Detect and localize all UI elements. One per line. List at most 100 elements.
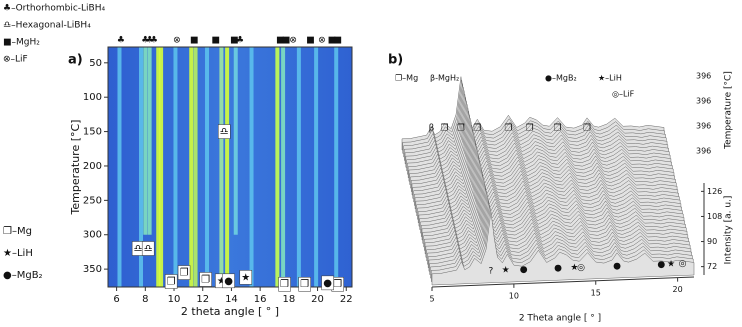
diffraction-stripe [117,47,122,287]
y-tick-label: 200 [83,161,102,172]
t-axis-label: Temperature [°C] [724,71,734,150]
phase-marker: ❐ [280,279,289,290]
y-axis-label: Temperature [°C] [69,120,82,216]
t-tick-label: 396 [696,147,711,156]
legend-entry: ■–MgH₂ [3,38,40,48]
marker-box [239,270,253,285]
phase-marker: ♎ [220,127,229,138]
diffraction-pattern [431,211,695,286]
x-tick-label: 16 [254,294,267,305]
phase-marker: ⊗ [318,36,326,46]
phase-marker: ♎ [144,243,153,254]
diffraction-stripe [249,47,254,287]
diffraction-stripe [173,47,178,287]
panel-label: b) [388,53,403,68]
legend-entry: ♎–Hexagonal-LiBH₄ [3,21,91,31]
z-tick-label: 108 [707,212,722,221]
y-tick-label: 150 [83,127,102,138]
marker-box [298,276,311,292]
peak-label: ❐ [554,124,562,134]
y-tick-label: 350 [83,264,102,275]
phase-marker: ★ [502,266,510,276]
phase-marker: ● [613,261,621,271]
y-tick-label: 300 [83,230,102,241]
diffraction-stripe [189,47,194,287]
diffraction-stripe [143,47,148,235]
x-tick-label: 15 [591,288,601,297]
phase-marker: ★ [217,276,226,287]
phase-marker: ❐ [333,279,342,290]
phase-marker: ❐ [167,276,176,287]
phase-marker: ■ [306,36,315,46]
diffraction-stripe [233,47,238,235]
legend-entry: ❐–Mg [3,226,32,237]
phase-marker: ■ [211,36,220,46]
phase-marker: ♣ [141,36,149,46]
legend-entry: ●–MgB₂ [545,74,577,83]
phase-marker: ★ [241,272,250,283]
x-tick-label: 18 [282,294,295,305]
marker-box [177,265,191,280]
legend-entry: ⊗–LiF [3,55,28,65]
diffraction-stripe [314,47,319,287]
diffraction-stripe [147,47,152,235]
phase-marker: ■ [230,36,239,46]
x-tick-label: 10 [509,291,519,300]
legend-entry: ◎–LiF [612,90,635,99]
z-tick-label: 72 [707,262,717,271]
marker-box [222,273,235,289]
phase-marker: ♎ [134,243,143,254]
marker-box [164,274,178,289]
z-tick-label: 90 [707,237,717,246]
x-axis [431,276,695,288]
phase-marker: ● [657,260,665,270]
phase-marker: ■ [333,36,342,46]
phase-marker: ❐ [180,268,189,279]
marker-box [278,276,291,292]
x-tick-label: 20 [673,285,683,294]
phase-marker: ♣ [236,36,244,46]
peak-label: ❐ [583,124,591,134]
diffraction-stripe [275,47,280,287]
peak-label: ❐ [504,124,512,134]
z-tick-label: 126 [707,187,722,196]
diffraction-stripe [193,47,198,287]
y-tick-label: 250 [83,195,102,206]
y-tick-label: 50 [89,58,102,69]
diffraction-stripe [334,47,339,287]
phase-marker: ● [224,276,233,287]
marker-box [321,275,334,291]
t-tick-label: 396 [696,97,711,106]
phase-marker: ■ [282,36,291,46]
x-tick-label: 14 [225,294,238,305]
x-tick-label: 12 [196,294,209,305]
z-axis-label: Intensity [a. u.] [724,196,734,265]
diffraction-stripe [219,47,224,287]
diffraction-stripe [296,47,301,287]
marker-box [218,124,231,139]
phase-marker: ◎ [577,263,585,273]
diffraction-stripe [281,47,286,287]
phase-marker: ❐ [300,279,309,290]
phase-marker: ⊗ [289,36,297,46]
peak-label: ❐ [441,124,449,134]
x-tick-label: 8 [142,294,148,305]
peak-label: ❐ [457,124,465,134]
phase-marker: ■ [328,36,337,46]
x-axis-label: 2 theta angle [ ° ] [181,305,279,318]
phase-marker: ♣ [117,36,125,46]
peak-label: ❐ [473,124,481,134]
legend-entry: ★–LiH [598,74,622,83]
phase-marker: ★ [570,263,578,273]
diffraction-stripe [156,47,161,287]
y-tick-label: 100 [83,92,102,103]
phase-marker: ? [489,266,494,276]
diffraction-stripe [139,47,144,287]
legend-entry: ●–MgB₂ [3,270,43,281]
x-tick-label: 20 [311,294,324,305]
x-tick-label: 22 [340,294,353,305]
t-tick-label: 396 [696,122,711,131]
phase-marker: ⊗ [173,36,181,46]
x-tick-label: 5 [429,295,434,304]
marker-box [199,272,212,287]
